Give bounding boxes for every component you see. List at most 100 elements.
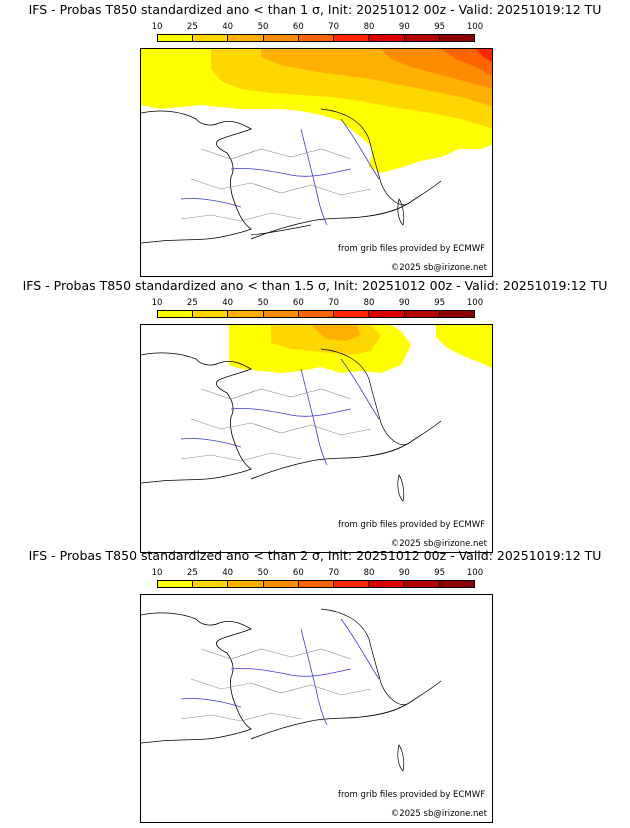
colorbar-tick-label: 70	[328, 22, 340, 32]
rivers	[180, 118, 380, 226]
coastline	[141, 352, 252, 484]
colorbar-swatch	[228, 311, 264, 317]
colorbar-legend: 10 25 40 50 60 70 80 90 95 100	[152, 568, 484, 590]
credit-copyright: ©2025 sb@irizone.net	[389, 539, 488, 549]
colorbar-tick-label: 25	[186, 22, 198, 32]
colorbar	[157, 34, 475, 42]
colorbar-swatch	[298, 581, 335, 587]
colorbar-swatch	[404, 581, 440, 587]
prob-area-10-east	[436, 325, 492, 369]
colorbar-swatch	[334, 35, 370, 41]
mediterranean-coast	[250, 420, 442, 480]
colorbar-tick-label: 95	[434, 568, 446, 578]
colorbar-legend: 10 25 40 50 60 70 80 90 95 100	[152, 298, 484, 320]
credit-source: from grib files provided by ECMWF	[337, 520, 486, 530]
colorbar-tick-label: 95	[434, 22, 446, 32]
map-drawing	[141, 49, 492, 244]
admin-boundaries	[180, 388, 372, 462]
map-drawing	[141, 325, 492, 502]
colorbar-tick-label: 40	[222, 568, 234, 578]
colorbar-swatch	[158, 581, 194, 587]
colorbar-tick-label: 50	[257, 568, 269, 578]
panel-title: IFS - Probas T850 standardized ano < tha…	[28, 2, 602, 17]
panel-title: IFS - Probas T850 standardized ano < tha…	[28, 548, 602, 563]
colorbar-swatch	[193, 311, 229, 317]
prob-area-60	[441, 49, 492, 76]
colorbar-swatch	[404, 35, 440, 41]
panel-title: IFS - Probas T850 standardized ano < tha…	[22, 278, 608, 293]
mediterranean-coast	[250, 680, 442, 740]
colorbar-swatch	[263, 311, 299, 317]
colorbar-legend: 10 25 40 50 60 70 80 90 95 100	[152, 22, 484, 44]
colorbar-swatch	[369, 35, 405, 41]
map-panel-3: IFS - Probas T850 standardized ano < tha…	[0, 546, 630, 823]
colorbar-swatch	[158, 311, 194, 317]
colorbar-tick-label: 80	[363, 298, 375, 308]
colorbar-tick-label: 95	[434, 298, 446, 308]
colorbar-tick-label: 90	[398, 22, 410, 32]
colorbar-tick-label: 100	[466, 298, 484, 308]
colorbar-swatch	[369, 581, 405, 587]
colorbar-tick-labels: 10 25 40 50 60 70 80 90 95 100	[152, 22, 484, 34]
credit-source: from grib files provided by ECMWF	[337, 790, 486, 800]
colorbar	[157, 580, 475, 588]
rivers	[180, 618, 380, 726]
credit-copyright: ©2025 sb@irizone.net	[389, 263, 488, 273]
prob-area-70	[476, 49, 492, 62]
colorbar-tick-label: 70	[328, 568, 340, 578]
colorbar-tick-label: 40	[222, 22, 234, 32]
colorbar-tick-label: 25	[186, 298, 198, 308]
colorbar-swatch	[439, 581, 474, 587]
colorbar-tick-label: 100	[466, 568, 484, 578]
colorbar-swatch	[193, 581, 229, 587]
colorbar-tick-label: 50	[257, 22, 269, 32]
map-drawing	[141, 608, 442, 772]
credit-copyright: ©2025 sb@irizone.net	[389, 809, 488, 819]
colorbar	[157, 310, 475, 318]
colorbar-swatch	[334, 581, 370, 587]
colorbar-swatch	[298, 35, 335, 41]
colorbar-tick-labels: 10 25 40 50 60 70 80 90 95 100	[152, 298, 484, 310]
colorbar-swatch	[334, 311, 370, 317]
credit-source: from grib files provided by ECMWF	[337, 244, 486, 254]
colorbar-tick-label: 10	[151, 568, 163, 578]
colorbar-tick-label: 70	[328, 298, 340, 308]
mediterranean-coast	[250, 180, 442, 240]
colorbar-swatch	[263, 35, 299, 41]
colorbar-tick-label: 40	[222, 298, 234, 308]
admin-boundaries	[180, 148, 372, 222]
colorbar-tick-labels: 10 25 40 50 60 70 80 90 95 100	[152, 568, 484, 580]
colorbar-swatch	[158, 35, 194, 41]
coastline	[141, 612, 252, 744]
colorbar-swatch	[228, 35, 264, 41]
colorbar-swatch	[404, 311, 440, 317]
probability-map: from grib files provided by ECMWF ©2025 …	[140, 324, 493, 553]
colorbar-tick-label: 25	[186, 568, 198, 578]
colorbar-tick-label: 80	[363, 568, 375, 578]
colorbar-swatch	[228, 581, 264, 587]
colorbar-swatch	[263, 581, 299, 587]
map-panel-2: IFS - Probas T850 standardized ano < tha…	[0, 276, 630, 553]
national-borders	[320, 608, 410, 706]
colorbar-tick-label: 60	[292, 298, 304, 308]
colorbar-tick-label: 100	[466, 22, 484, 32]
probability-map: from grib files provided by ECMWF ©2025 …	[140, 594, 493, 823]
colorbar-swatch	[193, 35, 229, 41]
map-panel-1: IFS - Probas T850 standardized ano < tha…	[0, 0, 630, 277]
admin-boundaries	[180, 648, 372, 722]
colorbar-tick-label: 10	[151, 298, 163, 308]
national-borders	[250, 108, 410, 236]
prob-area-40	[311, 325, 361, 341]
national-borders	[320, 348, 410, 446]
corsica-outline	[397, 198, 405, 226]
rivers	[180, 358, 380, 466]
colorbar-tick-label: 90	[398, 298, 410, 308]
probability-map: from grib files provided by ECMWF ©2025 …	[140, 48, 493, 277]
colorbar-swatch	[439, 35, 474, 41]
colorbar-tick-label: 50	[257, 298, 269, 308]
corsica-outline	[397, 474, 405, 502]
colorbar-swatch	[298, 311, 335, 317]
colorbar-swatch	[369, 311, 405, 317]
colorbar-tick-label: 90	[398, 568, 410, 578]
coastline	[141, 110, 252, 244]
